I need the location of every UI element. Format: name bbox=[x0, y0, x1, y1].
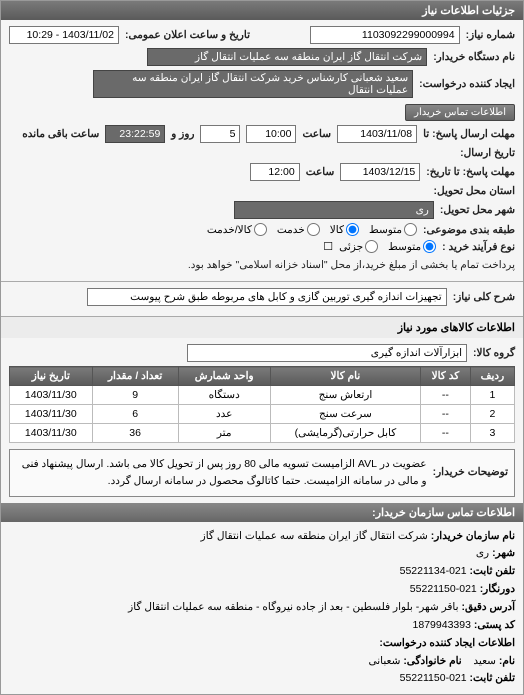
c-post: 1879943393 bbox=[413, 619, 471, 631]
table-cell: دستگاه bbox=[178, 386, 270, 405]
goods-table: ردیفکد کالانام کالاواحد شمارشتعداد / مقد… bbox=[9, 366, 515, 443]
table-cell: 9 bbox=[92, 386, 178, 405]
buyer-note-label: توضیحات خریدار: bbox=[433, 464, 508, 481]
c-name-label: نام: bbox=[499, 655, 515, 667]
c-name: سعید bbox=[473, 655, 496, 667]
c-fax: 021-55221150 bbox=[410, 583, 477, 595]
deadline-send-label: مهلت ارسال پاسخ: تا bbox=[423, 128, 515, 140]
c-addr: باقر شهر- بلوار فلسطین - بعد از جاده نیر… bbox=[128, 601, 458, 613]
req-no-label: شماره نیاز: bbox=[466, 29, 515, 41]
desc-field: تجهیزات اندازه گیری توربین گازی و کابل ه… bbox=[87, 288, 447, 306]
table-cell: -- bbox=[421, 386, 471, 405]
table-cell: 1403/11/30 bbox=[10, 424, 93, 443]
time2-label: ساعت bbox=[306, 166, 335, 178]
req-no-field: 1103092299000994 bbox=[310, 26, 460, 44]
c-phone-label: تلفن ثابت: bbox=[470, 565, 515, 577]
table-row: 3--کابل حرارتی(گرمایشی)متر361403/11/30 bbox=[10, 424, 515, 443]
table-cell: -- bbox=[421, 405, 471, 424]
table-cell: 1403/11/30 bbox=[10, 386, 93, 405]
deadline-to-label: مهلت پاسخ: تا تاریخ: bbox=[426, 166, 515, 178]
announce-label: تاریخ و ساعت اعلان عمومی: bbox=[125, 29, 250, 41]
contact-block: نام سازمان خریدار: شرکت انتقال گاز ایران… bbox=[1, 522, 523, 695]
table-cell: 1403/11/30 bbox=[10, 405, 93, 424]
requester-label: ایجاد کننده درخواست: bbox=[419, 78, 515, 90]
table-cell: کابل حرارتی(گرمایشی) bbox=[270, 424, 420, 443]
table-header: ردیف bbox=[470, 367, 514, 386]
process-note: پرداخت تمام یا بخشی از مبلغ خرید،از محل … bbox=[188, 259, 515, 271]
time1-label: ساعت bbox=[302, 128, 331, 140]
c-phone: 021-55221134 bbox=[400, 565, 467, 577]
days-and-label: روز و bbox=[171, 128, 194, 140]
c-cphone-label: تلفن ثابت: bbox=[470, 672, 515, 684]
c-org: شرکت انتقال گاز ایران منطقه سه عملیات ان… bbox=[201, 530, 428, 542]
deadline-send-date: 1403/11/08 bbox=[337, 125, 417, 143]
priority-radio-group: متوسط کالا خدمت کالا/خدمت bbox=[207, 223, 417, 236]
priority-label: طبقه بندی موضوعی: bbox=[423, 224, 515, 236]
c-addr-label: آدرس دقیق: bbox=[461, 601, 515, 613]
buyer-contact-button[interactable]: اطلاعات تماس خریدار bbox=[405, 104, 515, 121]
buyer-org-field: شرکت انتقال گاز ایران منطقه سه عملیات ان… bbox=[147, 48, 427, 66]
c-fax-label: دورنگار: bbox=[480, 583, 515, 595]
process-opt-partial[interactable]: جزئی bbox=[339, 240, 378, 253]
panel-header: جزئیات اطلاعات نیاز bbox=[1, 1, 523, 20]
c-city: ری bbox=[476, 547, 489, 559]
table-cell: 1 bbox=[470, 386, 514, 405]
c-lname-label: نام خانوادگی: bbox=[403, 655, 461, 667]
c-lname: شعبانی bbox=[368, 655, 400, 667]
priority-opt-medium[interactable]: متوسط bbox=[369, 223, 417, 236]
table-header: تعداد / مقدار bbox=[92, 367, 178, 386]
table-row: 1--ارتعاش سنجدستگاه91403/11/30 bbox=[10, 386, 515, 405]
history-send-label: تاریخ ارسال: bbox=[460, 147, 515, 159]
table-header: تاریخ نیاز bbox=[10, 367, 93, 386]
delivery-state-label: استان محل تحویل: bbox=[434, 185, 515, 197]
time1-field: 10:00 bbox=[246, 125, 296, 143]
goods-group-label: گروه کالا: bbox=[473, 347, 515, 359]
table-cell: سرعت سنج bbox=[270, 405, 420, 424]
creator-header: اطلاعات ایجاد کننده درخواست: bbox=[379, 637, 515, 649]
goods-group-field: ابزارآلات اندازه گیری bbox=[187, 344, 467, 362]
c-cphone: 021-55221150 bbox=[400, 672, 467, 684]
need-details-panel: جزئیات اطلاعات نیاز شماره نیاز: 11030922… bbox=[0, 0, 524, 695]
delivery-city-label: شهر محل تحویل: bbox=[440, 204, 515, 216]
table-cell: 2 bbox=[470, 405, 514, 424]
priority-opt-both[interactable]: کالا/خدمت bbox=[207, 223, 267, 236]
table-cell: متر bbox=[178, 424, 270, 443]
days-field: 5 bbox=[200, 125, 240, 143]
buyer-org-label: نام دستگاه خریدار: bbox=[433, 51, 515, 63]
contact-header: اطلاعات تماس سازمان خریدار: bbox=[1, 503, 523, 522]
table-header: واحد شمارش bbox=[178, 367, 270, 386]
delivery-city-field: ری bbox=[234, 201, 434, 219]
table-row: 2--سرعت سنجعدد61403/11/30 bbox=[10, 405, 515, 424]
c-org-label: نام سازمان خریدار: bbox=[431, 530, 515, 542]
remain-label: ساعت باقی مانده bbox=[22, 128, 99, 140]
deadline-to-date: 1403/12/15 bbox=[340, 163, 420, 181]
desc-label: شرح کلی نیاز: bbox=[453, 291, 515, 303]
goods-section-title: اطلاعات کالاهای مورد نیاز bbox=[1, 316, 523, 338]
process-opt-medium[interactable]: متوسط bbox=[388, 240, 436, 253]
table-cell: ارتعاش سنج bbox=[270, 386, 420, 405]
process-label: نوع فرآیند خرید : bbox=[442, 241, 515, 253]
c-city-label: شهر: bbox=[492, 547, 515, 559]
requester-field: سعید شعبانی کارشناس خرید شرکت انتقال گاز… bbox=[93, 70, 413, 98]
table-cell: 36 bbox=[92, 424, 178, 443]
buyer-note-box: توضیحات خریدار: عضویت در AVL الزامیست تس… bbox=[9, 449, 515, 497]
table-header: نام کالا bbox=[270, 367, 420, 386]
process-chk[interactable]: ☐ bbox=[323, 240, 333, 253]
table-cell: -- bbox=[421, 424, 471, 443]
priority-opt-service[interactable]: خدمت bbox=[277, 223, 320, 236]
buyer-note-text: عضویت در AVL الزامیست تسویه مالی 80 روز … bbox=[16, 456, 427, 490]
priority-opt-goods[interactable]: کالا bbox=[330, 223, 359, 236]
table-cell: عدد bbox=[178, 405, 270, 424]
c-post-label: کد پستی: bbox=[474, 619, 515, 631]
table-cell: 6 bbox=[92, 405, 178, 424]
announce-field: 1403/11/02 - 10:29 bbox=[9, 26, 119, 44]
time2-field: 12:00 bbox=[250, 163, 300, 181]
table-header: کد کالا bbox=[421, 367, 471, 386]
table-cell: 3 bbox=[470, 424, 514, 443]
remain-field: 23:22:59 bbox=[105, 125, 165, 143]
process-radio-group: متوسط جزئی bbox=[339, 240, 436, 253]
